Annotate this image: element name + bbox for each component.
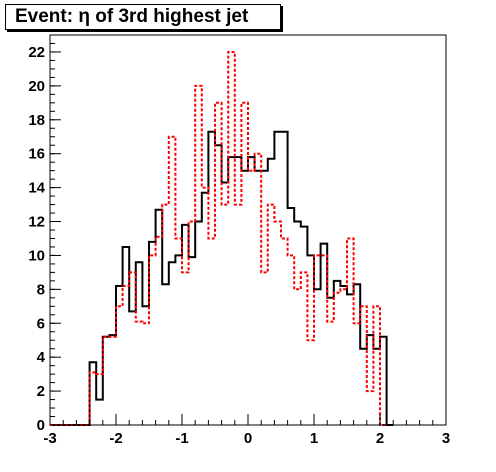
y-tick-label: 2 (37, 383, 45, 400)
y-tick-label: 18 (28, 112, 45, 129)
y-tick-label: 0 (37, 417, 45, 434)
y-tick-label: 12 (28, 214, 45, 231)
chart-title: Event: η of 3rd highest jet (5, 4, 281, 30)
x-tick-label: 0 (244, 430, 252, 447)
x-tick-label: -3 (43, 430, 56, 447)
y-tick-label: 6 (37, 315, 45, 332)
y-tick-label: 20 (28, 78, 45, 95)
histogram-series-1 (50, 130, 394, 426)
x-tick-label: 2 (376, 430, 384, 447)
x-tick-label: 3 (442, 430, 450, 447)
x-tick-label: -2 (109, 430, 122, 447)
y-tick-label: 22 (28, 44, 45, 61)
x-tick-label: 1 (310, 430, 318, 447)
series-layer (50, 51, 394, 426)
histogram-series-2 (50, 51, 387, 426)
y-tick-label: 16 (28, 146, 45, 163)
x-tick-label: -1 (175, 430, 188, 447)
y-tick-label: 10 (28, 247, 45, 264)
y-tick-label: 4 (37, 349, 46, 366)
y-tick-label: 8 (37, 281, 45, 298)
y-tick-label: 14 (28, 180, 45, 197)
